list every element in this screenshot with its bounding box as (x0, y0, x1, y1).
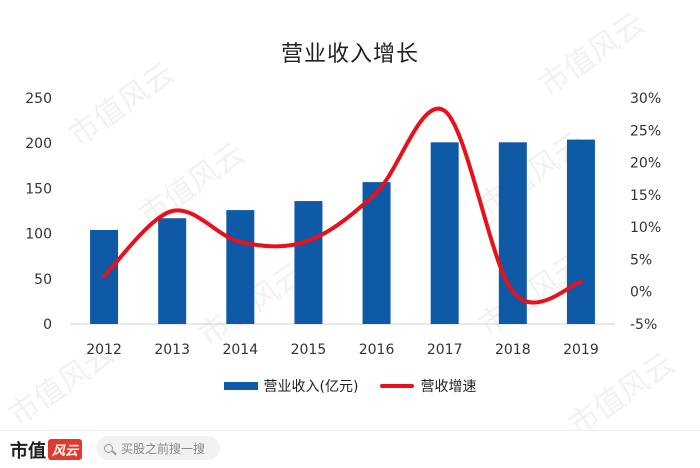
x-tick-label: 2016 (359, 342, 395, 358)
x-tick-label: 2015 (291, 342, 327, 358)
y-right-tick-label: 10% (630, 220, 661, 236)
y-left-tick-label: 250 (25, 91, 52, 107)
y-left-tick-label: 50 (34, 272, 52, 288)
y-right-tick-label: 20% (630, 156, 661, 172)
legend-item-growth: 营收增速 (380, 376, 476, 396)
y-right-tick-label: 25% (630, 123, 661, 139)
bar (567, 140, 595, 324)
bar (158, 218, 186, 324)
legend-swatch-bar (224, 382, 258, 390)
legend-label-revenue: 营业收入(亿元) (264, 376, 359, 396)
chart-frame: 市值风云 市值风云 市值风云 市值风云 市值风云 市值风云 市值风云 市值风云 … (0, 0, 700, 430)
bar (499, 142, 527, 324)
y-left-tick-label: 100 (25, 227, 52, 243)
y-left-tick-label: 200 (25, 136, 52, 152)
footer-bar: 市值风云 买股之前搜一搜 (0, 430, 700, 468)
x-tick-label: 2013 (154, 342, 190, 358)
chart-plot: 0 50 100 150 200 250 -5% 0% 5% 10% 15% 20% 25% 30% 201… (0, 0, 700, 430)
search-box[interactable]: 买股之前搜一搜 (96, 436, 220, 460)
bar (226, 210, 254, 324)
y-right-tick-label: 30% (630, 91, 661, 107)
brand-accent: 风云 (48, 439, 82, 460)
legend-label-growth: 营收增速 (420, 376, 476, 396)
x-tick-label: 2012 (86, 342, 122, 358)
search-placeholder: 买股之前搜一搜 (121, 440, 205, 457)
x-tick-label: 2018 (495, 342, 531, 358)
x-tick-label: 2014 (222, 342, 258, 358)
x-tick-label: 2017 (427, 342, 463, 358)
legend: 营业收入(亿元) 营收增速 (0, 376, 700, 396)
y-left-tick-label: 150 (25, 181, 52, 197)
brand-logo[interactable]: 市值风云 (10, 437, 82, 463)
x-tick-label: 2019 (563, 342, 599, 358)
legend-swatch-line (380, 384, 414, 388)
y-right-tick-label: 0% (630, 285, 652, 301)
y-right-tick-label: 5% (630, 252, 652, 268)
y-right-tick-label: -5% (630, 317, 657, 333)
legend-item-revenue: 营业收入(亿元) (224, 376, 359, 396)
y-left-tick-label: 0 (43, 317, 52, 333)
y-right-tick-label: 15% (630, 188, 661, 204)
brand-name: 市值 (10, 441, 46, 462)
bar (431, 142, 459, 324)
search-icon (104, 444, 113, 453)
bar (294, 201, 322, 324)
